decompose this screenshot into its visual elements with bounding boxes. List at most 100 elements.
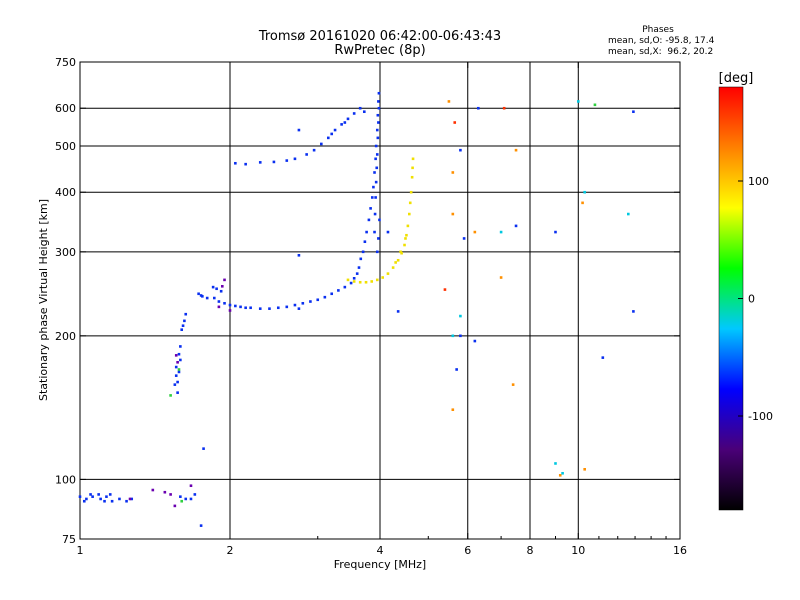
data-point bbox=[627, 212, 630, 216]
data-point bbox=[217, 305, 221, 309]
stats-line-o: mean, sd,O: -95.8, 17.4 bbox=[608, 36, 715, 46]
data-point bbox=[477, 106, 480, 110]
colorbar-tick-label: 0 bbox=[748, 293, 755, 306]
data-points bbox=[78, 91, 635, 527]
y-tick-label: 750 bbox=[55, 56, 76, 69]
data-point bbox=[173, 504, 177, 508]
data-point bbox=[91, 495, 94, 498]
data-point bbox=[217, 300, 221, 303]
data-point bbox=[212, 296, 216, 300]
data-point bbox=[411, 157, 415, 161]
data-point bbox=[377, 121, 380, 124]
data-point bbox=[399, 250, 402, 254]
data-point bbox=[411, 166, 414, 170]
x-tick-label: 2 bbox=[227, 544, 234, 557]
data-point bbox=[576, 100, 580, 103]
data-point bbox=[583, 190, 586, 194]
data-point bbox=[404, 237, 407, 240]
data-point bbox=[179, 345, 182, 348]
colorbar-ticks: 100 0 -100 bbox=[738, 175, 773, 423]
data-point bbox=[268, 307, 271, 310]
data-point bbox=[215, 287, 218, 291]
y-axis-ticks: 75 100 200 300 400 500 600 750 bbox=[55, 56, 680, 546]
data-point bbox=[293, 157, 297, 161]
data-point bbox=[234, 304, 237, 308]
data-point bbox=[285, 159, 289, 162]
data-point bbox=[293, 303, 297, 307]
data-point bbox=[376, 113, 380, 117]
data-point bbox=[374, 144, 378, 148]
data-point bbox=[352, 112, 356, 115]
data-point bbox=[118, 497, 121, 501]
data-point bbox=[169, 493, 172, 496]
data-point bbox=[169, 394, 172, 397]
data-point bbox=[362, 110, 366, 114]
data-point bbox=[244, 306, 247, 310]
data-point bbox=[386, 230, 390, 234]
data-point bbox=[82, 499, 86, 503]
data-point bbox=[223, 301, 226, 305]
data-point bbox=[409, 190, 413, 194]
data-point bbox=[375, 153, 379, 156]
data-point bbox=[396, 258, 400, 262]
data-point bbox=[177, 352, 181, 356]
y-axis-label: Stationary phase Virtual Height [km] bbox=[37, 199, 50, 401]
data-point bbox=[108, 493, 112, 496]
data-point bbox=[374, 196, 377, 199]
data-point bbox=[400, 251, 403, 255]
data-point bbox=[406, 224, 410, 228]
data-point bbox=[276, 306, 280, 310]
data-point bbox=[205, 296, 209, 300]
data-point bbox=[355, 272, 359, 275]
data-point bbox=[179, 358, 182, 362]
data-point bbox=[378, 218, 381, 222]
data-point bbox=[174, 354, 178, 357]
data-point bbox=[365, 230, 368, 234]
data-point bbox=[373, 230, 376, 234]
data-point bbox=[396, 310, 400, 313]
data-point bbox=[352, 280, 356, 283]
data-point bbox=[558, 474, 562, 477]
data-point bbox=[410, 175, 414, 179]
data-point bbox=[211, 285, 215, 289]
data-point bbox=[453, 121, 457, 124]
data-point bbox=[363, 240, 367, 244]
data-point bbox=[176, 380, 179, 384]
y-tick-label: 100 bbox=[55, 473, 76, 486]
chart-subtitle: RwPretec (8p) bbox=[334, 43, 425, 58]
data-point bbox=[130, 497, 134, 501]
data-point bbox=[220, 284, 224, 288]
data-point bbox=[455, 368, 458, 371]
data-point bbox=[499, 276, 503, 279]
data-point bbox=[601, 356, 605, 359]
data-point bbox=[408, 212, 411, 216]
data-point bbox=[358, 280, 362, 284]
data-point bbox=[223, 278, 226, 282]
data-point bbox=[173, 383, 177, 386]
data-point bbox=[394, 261, 397, 264]
data-point bbox=[305, 153, 308, 156]
data-point bbox=[312, 148, 316, 152]
data-point bbox=[330, 292, 334, 296]
data-point bbox=[359, 257, 363, 261]
data-point bbox=[297, 253, 301, 257]
data-point bbox=[375, 166, 379, 170]
y-tick-label: 300 bbox=[55, 246, 76, 259]
data-point bbox=[202, 447, 205, 450]
data-point bbox=[632, 310, 635, 313]
data-point bbox=[105, 495, 108, 498]
y-tick-label: 400 bbox=[55, 186, 76, 199]
colorbar-tick-label: 100 bbox=[748, 175, 769, 188]
data-point bbox=[364, 280, 368, 284]
data-point bbox=[447, 100, 451, 103]
data-point bbox=[128, 497, 132, 501]
data-point bbox=[89, 493, 92, 496]
data-point bbox=[193, 493, 197, 496]
data-point bbox=[327, 136, 330, 140]
data-point bbox=[583, 467, 586, 471]
data-point bbox=[554, 462, 557, 465]
data-point bbox=[375, 250, 379, 254]
data-point bbox=[593, 103, 597, 107]
x-tick-label: 16 bbox=[673, 544, 687, 557]
data-point bbox=[403, 243, 406, 247]
